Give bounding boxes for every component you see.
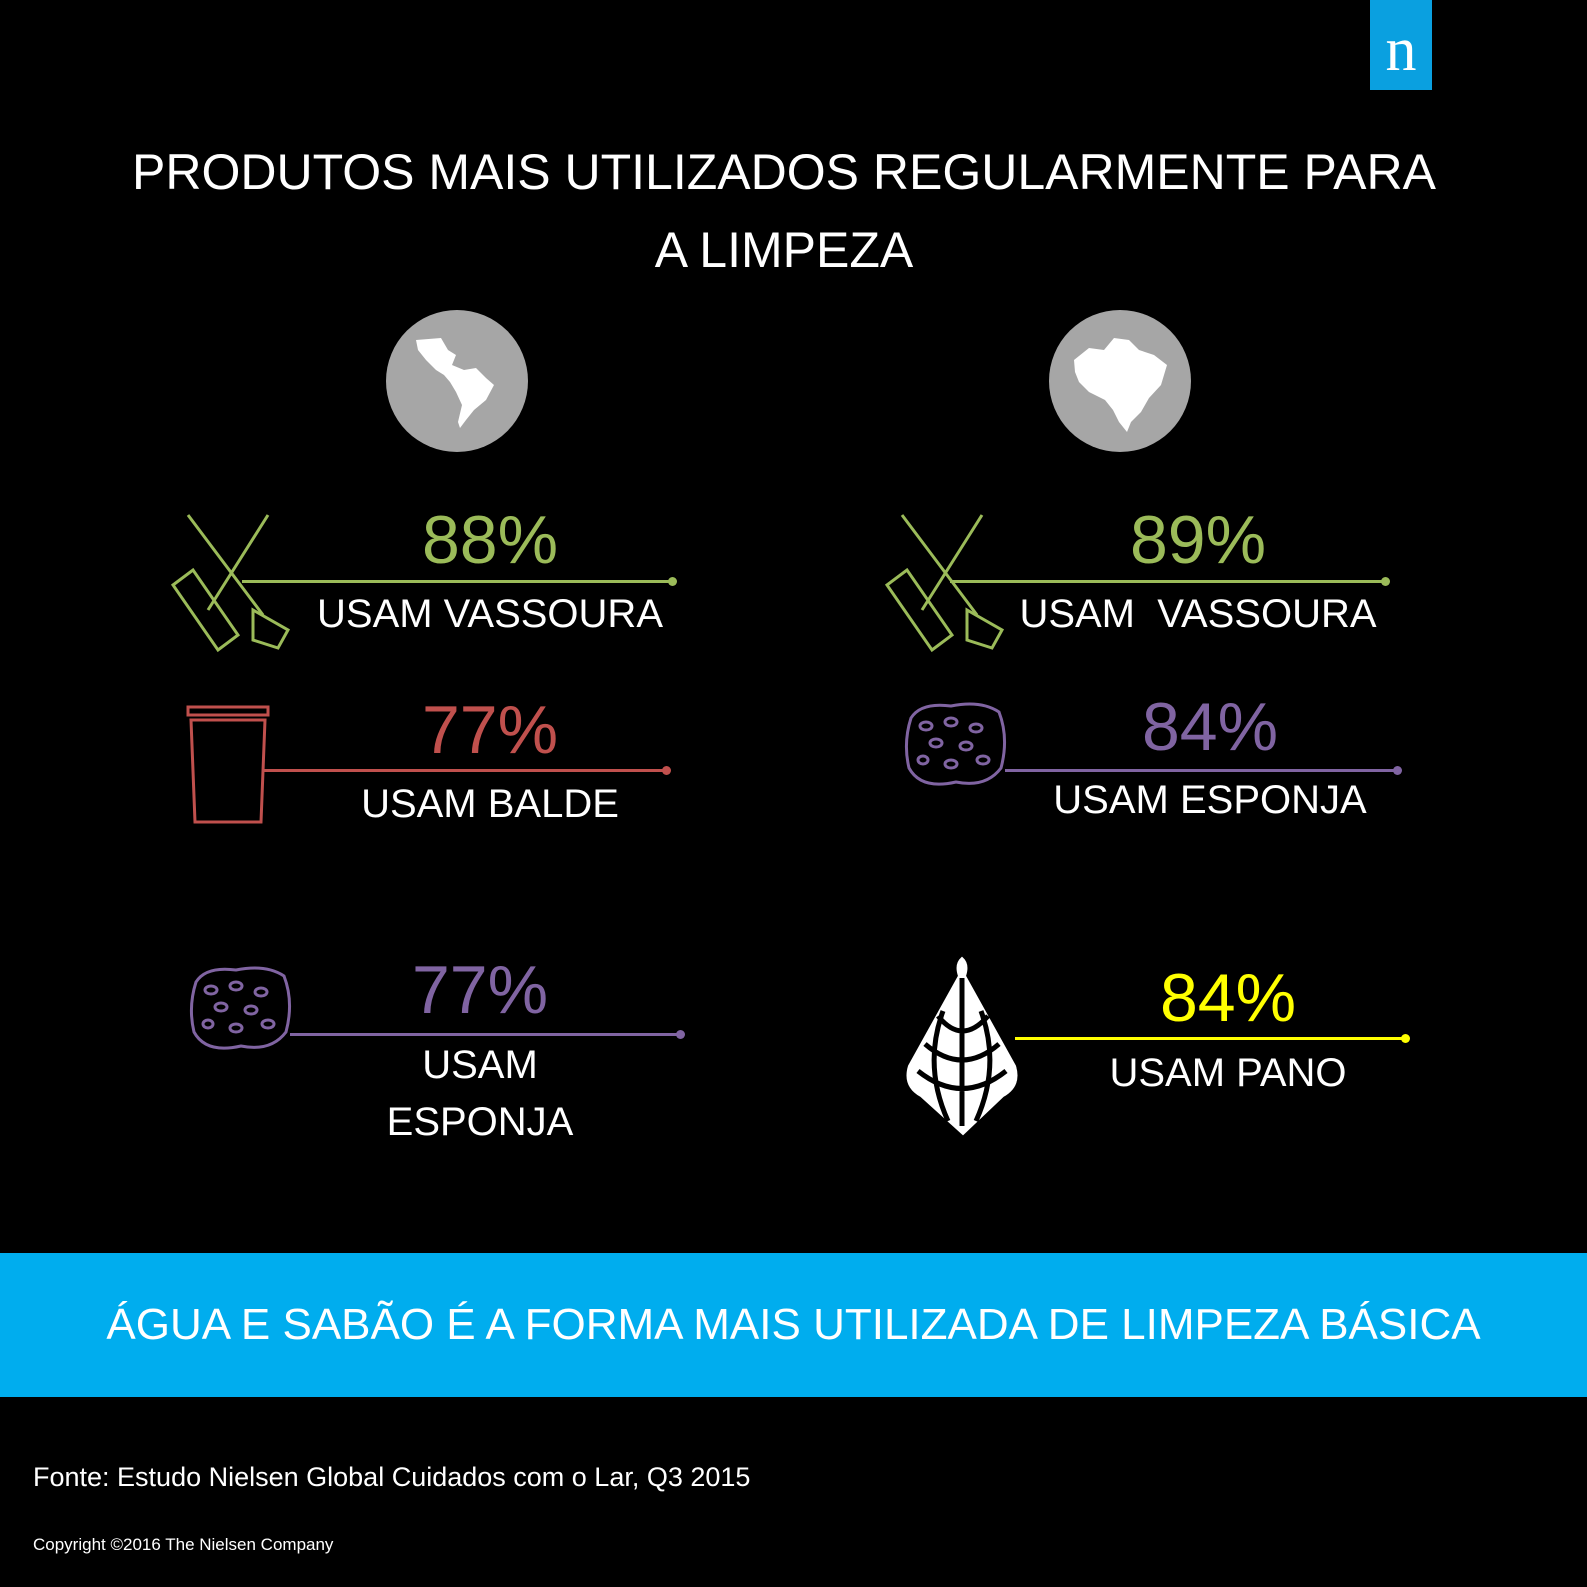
cloth-icon xyxy=(906,956,1018,1136)
page-title-line2: A LIMPEZA xyxy=(654,222,914,278)
item-label-line1: USAM xyxy=(422,1043,538,1087)
sponge-icon xyxy=(189,966,291,1050)
item-label: USAM ESPONJA xyxy=(1053,778,1367,822)
percent-value: 84% xyxy=(1141,689,1279,765)
broom-icon xyxy=(170,514,291,653)
percent-value: 88% xyxy=(421,502,559,578)
percent-value: 89% xyxy=(1129,502,1267,578)
nielsen-logo: n xyxy=(1370,0,1432,90)
sponge-icon xyxy=(904,702,1006,786)
source-note: Fonte: Estudo Nielsen Global Cuidados co… xyxy=(33,1462,751,1492)
connector-line xyxy=(242,577,677,586)
item-label: USAM PANO xyxy=(1109,1051,1347,1095)
broom-icon xyxy=(884,514,1005,653)
item-label-line2: ESPONJA xyxy=(386,1100,574,1144)
percent-value: 77% xyxy=(421,692,559,768)
percent-value: 84% xyxy=(1159,960,1297,1036)
connector-line xyxy=(950,577,1390,586)
connector-line xyxy=(290,1030,685,1039)
highlight-banner: ÁGUA E SABÃO É A FORMA MAIS UTILIZADA DE… xyxy=(0,1253,1587,1397)
item-label: USAM VASSOURA xyxy=(1019,592,1377,636)
connector-line xyxy=(1015,1034,1410,1043)
connector-line xyxy=(1005,766,1402,775)
percent-value: 77% xyxy=(411,952,549,1028)
brazil-map-icon xyxy=(1049,310,1191,452)
bucket-icon xyxy=(186,705,270,824)
latin-america-map-icon xyxy=(386,310,528,452)
item-label: USAM BALDE xyxy=(361,782,619,826)
banner-text: ÁGUA E SABÃO É A FORMA MAIS UTILIZADA DE… xyxy=(106,1300,1481,1349)
page-title-line1: PRODUTOS MAIS UTILIZADOS REGULARMENTE PA… xyxy=(132,144,1436,200)
item-label: USAM VASSOURA xyxy=(317,592,663,636)
copyright: Copyright ©2016 The Nielsen Company xyxy=(33,1535,334,1554)
connector-line xyxy=(262,766,671,775)
